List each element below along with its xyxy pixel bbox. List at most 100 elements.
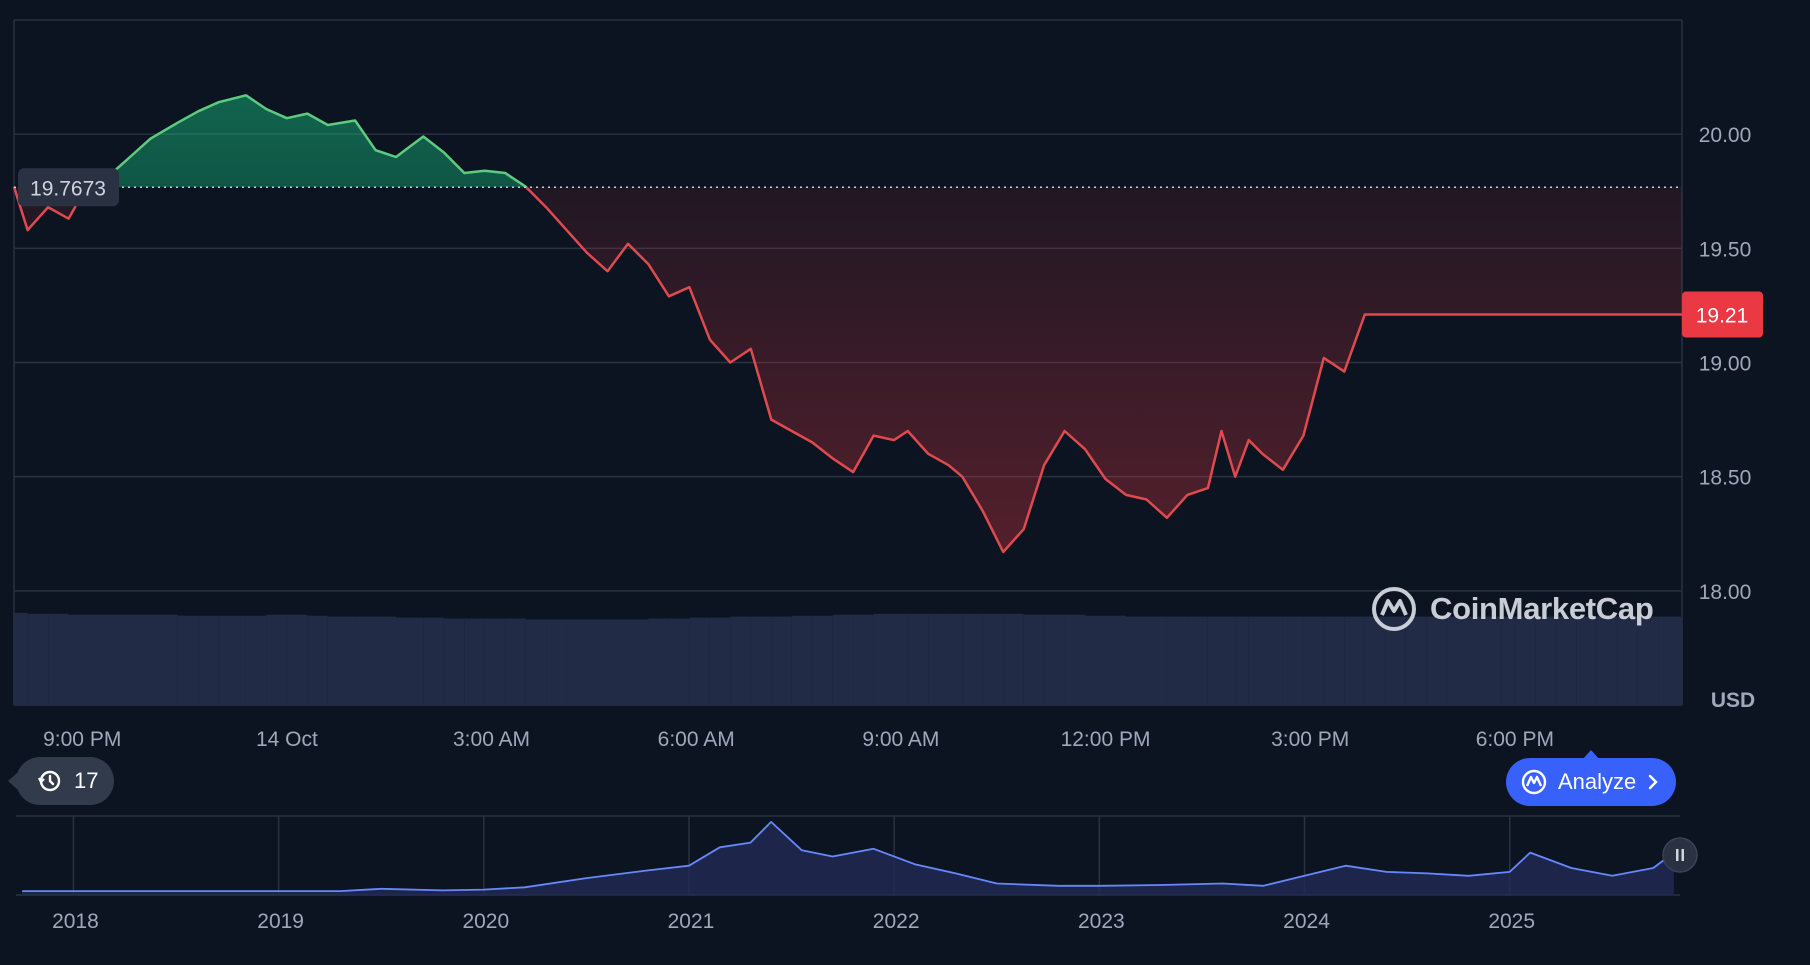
volume-bar [1303,616,1324,705]
pause-handle-bar [1681,849,1684,861]
current-price-label: 19.21 [1696,305,1749,328]
y-tick-label: 18.00 [1699,581,1752,604]
volume-bar [894,613,908,705]
volume-bar [750,616,772,705]
volume-bar [709,617,731,705]
volume-bar [48,613,69,705]
current-price-badge [1682,291,1763,338]
analyze-button[interactable]: Analyze [1506,750,1677,806]
price-line-up [12,94,529,188]
price-line-down [12,187,1682,554]
volume-bar [327,616,356,705]
volume-bar [1282,616,1304,705]
chevron-right-icon [1649,774,1658,790]
volume-bar [1262,616,1283,705]
volume-bar [396,617,424,705]
volume-bar [928,613,949,705]
y-tick-label: 20.00 [1699,124,1752,147]
volume-bar [1187,616,1208,705]
volume-bar [1044,614,1065,705]
volume-bar [1166,616,1188,705]
navigator-line [22,821,1675,892]
volume-bar [129,614,151,705]
volume-bar [198,615,219,705]
volume-bar [1364,616,1386,705]
volume-bar [1637,616,1659,705]
volume-bar [587,619,608,705]
volume-bar [1617,616,1638,705]
volume-bar [525,619,547,705]
volume-bar [1658,616,1682,705]
volume-bar [982,613,1004,705]
volume-bar [812,615,833,705]
volume-bar [648,618,669,705]
area-below-reference [14,187,1682,552]
volume-bar [1596,616,1618,705]
volume-bar [1426,616,1447,705]
pause-handle-bar [1676,849,1679,861]
volume-bar [89,614,110,705]
volume-bar [423,617,444,705]
y-tick-label: 18.50 [1699,467,1752,490]
y-tick-label: 19.50 [1699,238,1752,261]
volume-bar [245,615,267,705]
volume-bar [1248,616,1263,705]
volume-bar [873,613,895,705]
volume-bar [1323,616,1345,705]
volume-bar [1487,616,1502,705]
navigator-year-label: 2018 [52,910,99,933]
volume-bar [1221,616,1236,705]
volume-bar [1555,616,1577,705]
volume-bar [1064,614,1086,705]
navigator-year-label: 2022 [873,910,920,933]
volume-bar [689,617,710,705]
analyze-label: Analyze [1558,769,1637,794]
x-tick-label: 14 Oct [256,728,318,751]
volume-bar [853,614,874,705]
volume-bar [150,614,178,705]
history-button[interactable]: 17 [7,757,115,805]
volume-bar [832,614,854,705]
volume-bar [14,612,28,705]
volume-bar [355,616,376,705]
x-tick-label: 9:00 PM [43,728,121,751]
navigator-area [22,821,1674,895]
x-tick-label: 3:00 PM [1271,728,1349,751]
navigator-year-label: 2023 [1078,910,1125,933]
area-above-reference [14,95,527,188]
y-tick-label: 19.00 [1699,353,1752,376]
volume-bar [307,615,328,705]
x-tick-label: 3:00 AM [453,728,530,751]
navigator-year-label: 2020 [462,910,509,933]
volume-bar [1344,616,1365,705]
history-count: 17 [74,768,99,793]
volume-bar [1003,613,1024,705]
volume-bar [566,619,588,705]
volume-bar [1467,616,1488,705]
volume-bar [266,614,287,705]
volume-bar [791,615,813,705]
volume-bar [1126,616,1147,705]
volume-bar [730,616,751,705]
volume-bar [668,618,690,705]
x-tick-label: 9:00 AM [862,728,939,751]
volume-bar [218,615,246,705]
volume-bar [443,618,465,705]
volume-bar [27,613,49,705]
cmc-logo-icon [1372,587,1416,631]
volume-bar [948,613,963,705]
volume-bar [1446,616,1468,705]
volume-bar [484,618,506,705]
volume-bar [464,618,485,705]
volume-bar [1085,615,1106,705]
clock-history-icon [38,770,61,792]
volume-bar [109,614,130,705]
brand-name: CoinMarketCap [1430,591,1654,626]
watermark: CoinMarketCap [1370,585,1654,633]
volume-bar [1023,614,1045,705]
volume-bar [1576,616,1597,705]
volume-bar [627,619,649,705]
reference-label: 19.7673 [30,177,106,200]
